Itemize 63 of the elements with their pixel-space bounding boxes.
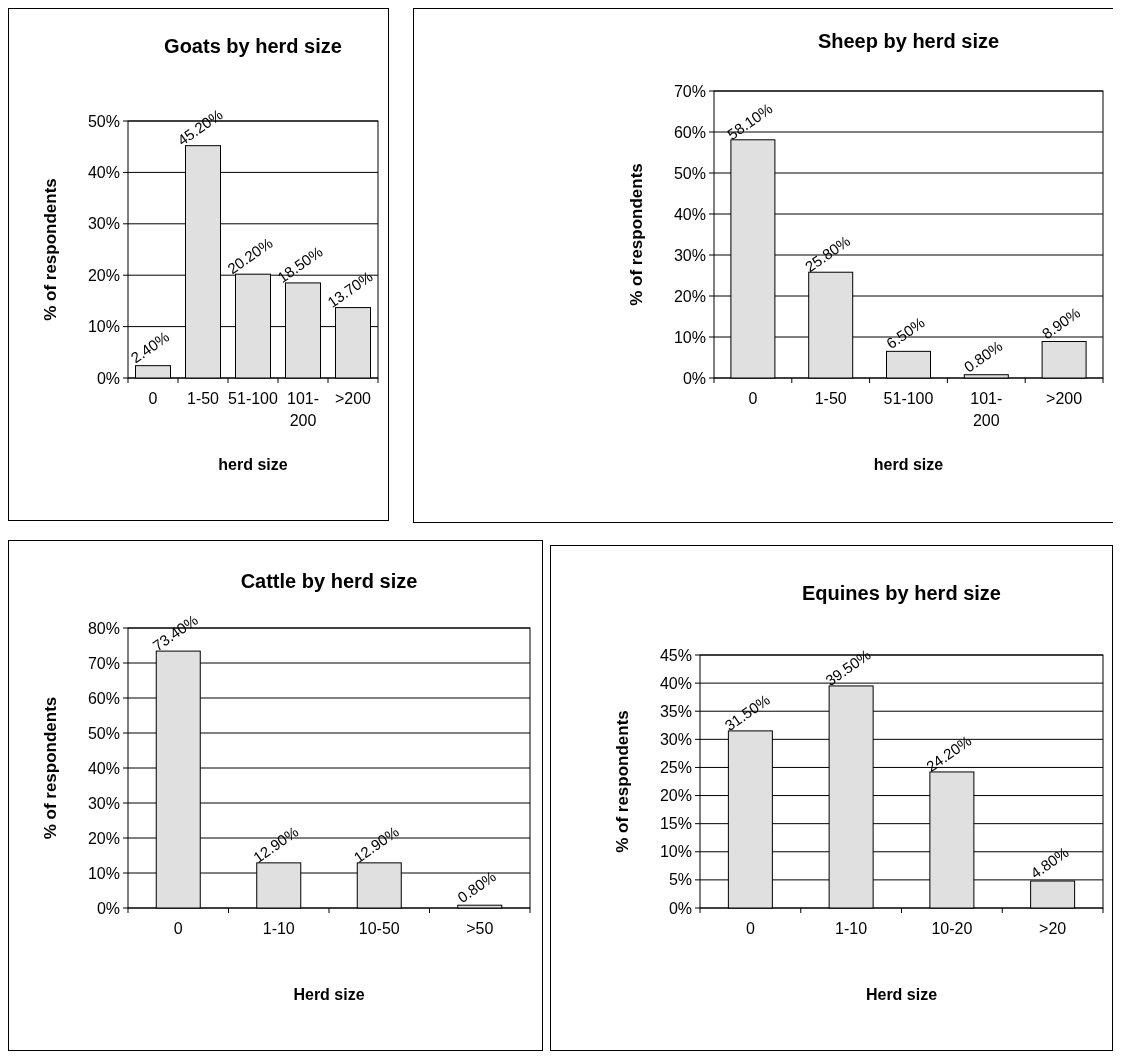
y-tick-label: 60% xyxy=(673,123,706,141)
x-tick-label: >50 xyxy=(466,920,494,937)
y-tick-label: 0% xyxy=(668,899,692,917)
y-tick-label: 0% xyxy=(682,369,706,387)
x-tick-label: 0 xyxy=(148,390,158,407)
x-tick-label: 1-10 xyxy=(835,920,868,937)
y-tick-label: 80% xyxy=(87,619,120,637)
y-tick-label: 10% xyxy=(87,318,120,336)
y-tick-label: 20% xyxy=(87,829,120,847)
y-tick-label: 35% xyxy=(659,702,692,720)
x-tick-label: >200 xyxy=(1046,390,1083,407)
y-tick-label: 30% xyxy=(673,246,706,264)
y-tick-label: 25% xyxy=(659,759,692,777)
y-tick-label: 40% xyxy=(673,205,706,223)
y-tick-label: 50% xyxy=(87,112,120,130)
y-axis-title: % of respondents xyxy=(41,178,60,321)
y-tick-label: 15% xyxy=(659,815,692,833)
x-axis-title: Herd size xyxy=(865,986,938,1003)
x-axis-title: herd size xyxy=(218,456,288,473)
x-tick-label: 101-200 xyxy=(286,390,320,429)
y-tick-label: 0% xyxy=(96,369,120,387)
x-tick-label: 1-10 xyxy=(262,920,295,937)
chart-title: Sheep by herd size xyxy=(817,30,1000,52)
y-tick-label: 45% xyxy=(659,646,692,664)
y-tick-label: 70% xyxy=(673,82,706,100)
y-tick-label: 5% xyxy=(668,871,692,889)
chart-title: Cattle by herd size xyxy=(240,570,418,592)
x-axis-title: Herd size xyxy=(293,986,365,1003)
y-tick-label: 10% xyxy=(673,328,706,346)
y-tick-label: 10% xyxy=(87,864,120,882)
y-tick-label: 20% xyxy=(659,787,692,805)
y-tick-label: 30% xyxy=(659,730,692,748)
x-tick-label: 0 xyxy=(173,920,183,937)
y-tick-label: 50% xyxy=(673,164,706,182)
y-tick-label: 40% xyxy=(87,759,120,777)
y-tick-label: 70% xyxy=(87,654,120,672)
x-tick-label: 10-50 xyxy=(358,920,400,937)
y-tick-label: 30% xyxy=(87,794,120,812)
y-axis-title: % of respondents xyxy=(41,696,60,840)
x-tick-label: 51-100 xyxy=(883,390,934,407)
y-tick-label: 0% xyxy=(96,899,120,917)
x-tick-label: >20 xyxy=(1039,920,1067,937)
x-tick-label: 1-50 xyxy=(186,390,220,407)
x-tick-label: 101-200 xyxy=(970,390,1003,429)
chart-title: Goats by herd size xyxy=(164,35,342,57)
x-tick-label: 10-20 xyxy=(931,920,973,937)
x-tick-label: 1-50 xyxy=(814,390,847,407)
chart-title: Equines by herd size xyxy=(802,582,1001,604)
y-axis-title: % of respondents xyxy=(613,710,632,853)
y-tick-label: 20% xyxy=(87,266,120,284)
y-tick-label: 10% xyxy=(659,843,692,861)
x-tick-label: 0 xyxy=(745,920,755,937)
x-axis-title: herd size xyxy=(873,456,944,473)
y-tick-label: 20% xyxy=(673,287,706,305)
y-axis-title: % of respondents xyxy=(627,163,646,306)
y-tick-label: 40% xyxy=(87,164,120,181)
x-tick-label: 51-100 xyxy=(228,390,279,407)
x-tick-label: >200 xyxy=(334,390,372,407)
x-tick-label: 0 xyxy=(748,390,758,407)
y-tick-label: 60% xyxy=(87,689,120,707)
y-tick-label: 40% xyxy=(659,674,692,692)
y-tick-label: 50% xyxy=(87,724,120,742)
y-tick-label: 30% xyxy=(87,215,120,233)
